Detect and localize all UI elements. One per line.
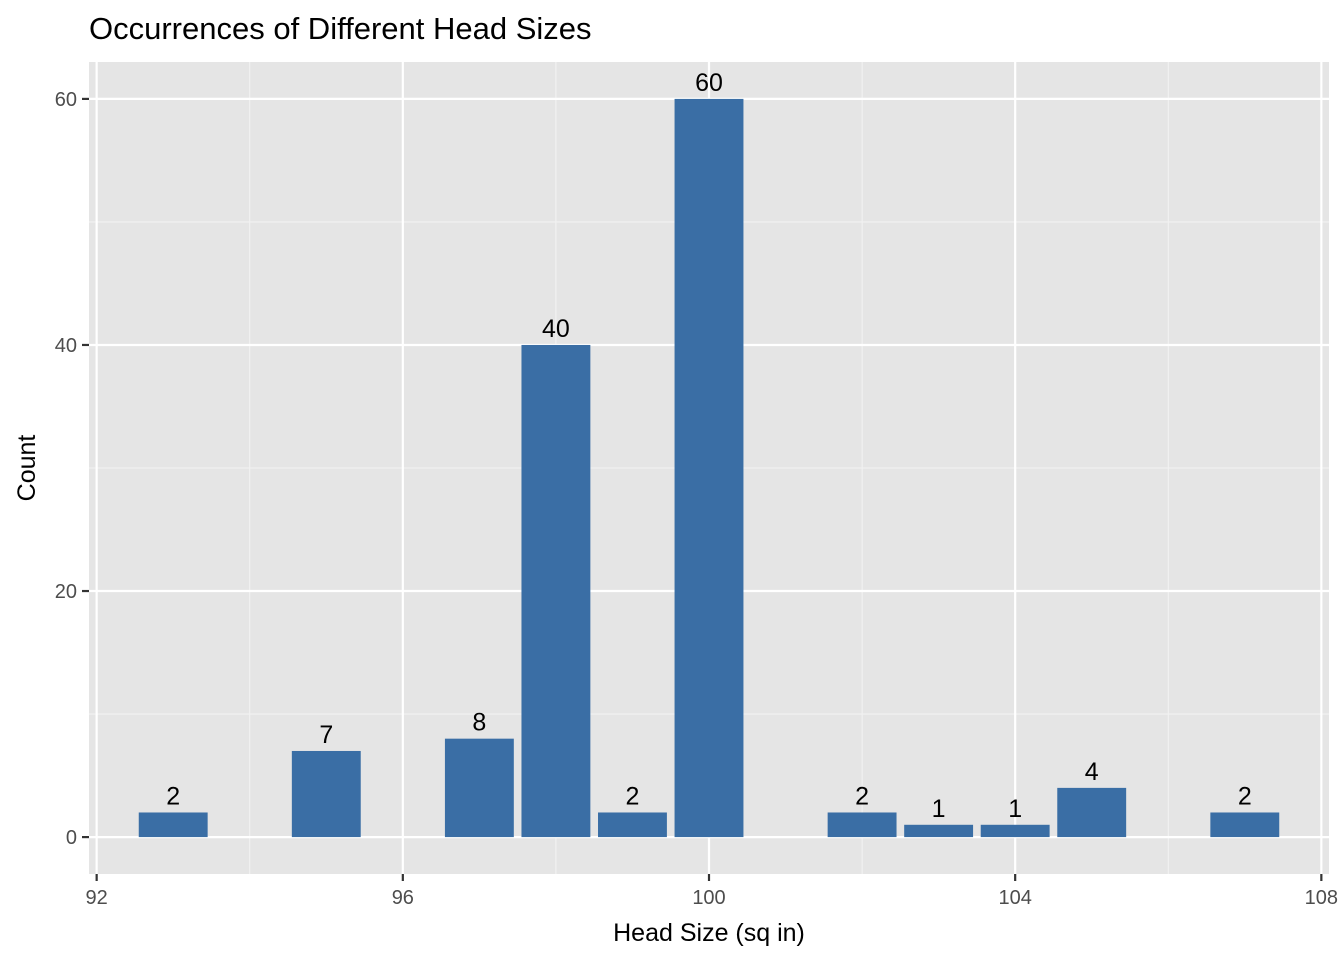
y-axis-title: Count: [13, 435, 41, 502]
bar-value-label: 7: [319, 721, 333, 749]
bar-value-label: 2: [626, 782, 640, 810]
y-tick-label: 40: [55, 335, 77, 357]
x-tick-label: 108: [1305, 887, 1338, 909]
y-tick-label: 20: [55, 581, 77, 603]
x-tick-labels: 92 96 100 104 108: [86, 887, 1339, 909]
bars: [138, 98, 1280, 838]
bar: [291, 750, 361, 838]
bar: [521, 344, 591, 838]
bar-value-label: 2: [166, 782, 180, 810]
bar: [904, 824, 974, 838]
bar: [674, 98, 744, 838]
x-tick-label: 104: [998, 887, 1031, 909]
bar-value-label: 40: [542, 315, 570, 343]
bar: [138, 812, 208, 838]
bar: [827, 812, 897, 838]
axis-ticks: [82, 97, 1323, 881]
y-tick-labels: 0 20 40 60: [55, 89, 77, 849]
x-tick-label: 100: [692, 887, 725, 909]
x-tick-label: 92: [86, 887, 108, 909]
bar-value-label: 4: [1085, 758, 1099, 786]
bar: [1057, 787, 1127, 838]
bar-value-label: 2: [855, 782, 869, 810]
bar-value-label: 1: [932, 795, 946, 823]
bar: [980, 824, 1050, 838]
y-tick-label: 0: [66, 827, 77, 849]
bar-value-label: 1: [1008, 795, 1022, 823]
bar: [1210, 812, 1280, 838]
y-tick-label: 60: [55, 89, 77, 111]
bar-value-label: 8: [472, 709, 486, 737]
bar-value-label: 60: [695, 69, 723, 97]
chart-title: Occurrences of Different Head Sizes: [89, 11, 592, 46]
bar-value-label: 2: [1238, 782, 1252, 810]
bar: [444, 738, 514, 838]
bar: [598, 812, 667, 838]
x-axis-title: Head Size (sq in): [613, 919, 805, 947]
x-tick-label: 96: [392, 887, 414, 909]
